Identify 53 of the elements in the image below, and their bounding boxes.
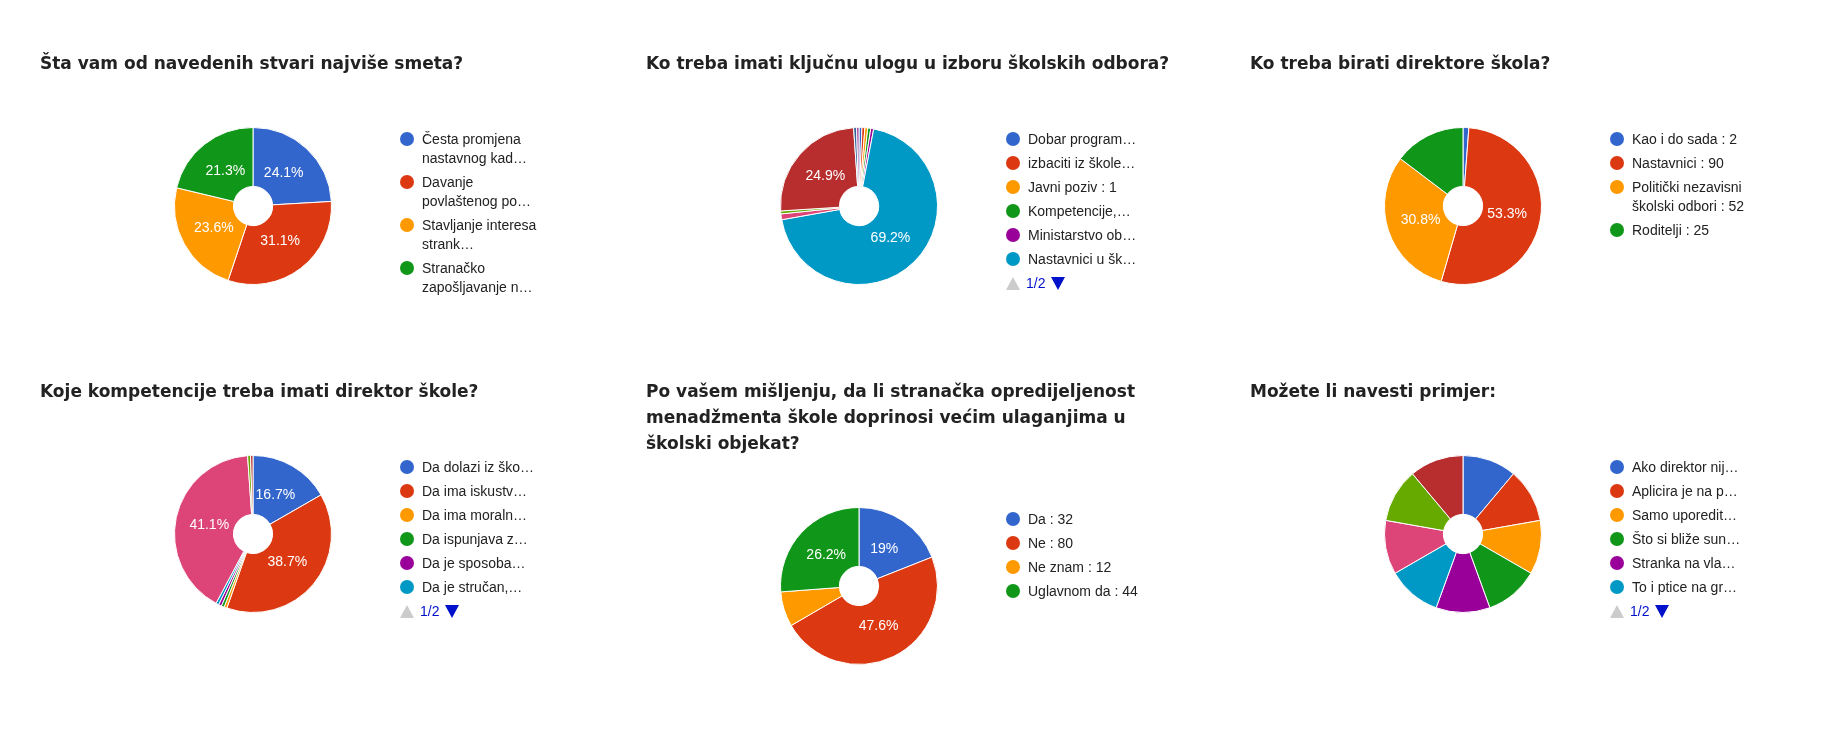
legend-label: Da ispunjava z… [422, 530, 529, 549]
legend-label: Davanje povlaštenog po… [422, 173, 532, 211]
legend-label: Da : 32 [1028, 510, 1075, 529]
data-label: 23.6% [194, 218, 234, 235]
chart-title: Koje kompetencije treba imati direktor škole? [40, 380, 480, 403]
chart-title: Ko treba birati direktore škola? [1250, 52, 1552, 75]
legend-label: Da ima moraln… [422, 506, 529, 525]
legend-label: Stranačko zapošljavanje n… [422, 259, 534, 297]
chart-title: Šta vam od navedenih stvari najviše smeta? [40, 51, 465, 75]
legend-label: Što si bliže sun… [1632, 530, 1742, 549]
legend-label: Politički nezavisni školski odbori : 52 [1632, 178, 1746, 216]
legend-label: Nastavnici : 90 [1632, 154, 1725, 173]
data-label: 24.9% [805, 167, 846, 184]
data-label: 24.1% [263, 164, 304, 181]
legend-label: Stavljanje interesa strank… [422, 216, 538, 254]
data-label: 21.3% [205, 161, 246, 178]
chart-title: Po vašem mišljenju, da li stranačka opredijeljenost menadžmenta škole doprinosi većim ulaganjima u školski objekat? [646, 380, 1137, 455]
legend-label: izbaciti iz škole… [1028, 154, 1137, 173]
data-label: 38.7% [267, 553, 308, 570]
legend-label: Da je stručan,… [422, 578, 524, 597]
legend-label: Roditelji : 25 [1632, 221, 1711, 240]
legend-label: Aplicira je na p… [1632, 482, 1739, 501]
legend-label: Da je sposoba… [422, 554, 527, 573]
legend-label: Ne : 80 [1028, 534, 1075, 553]
data-label: 47.6% [858, 617, 899, 634]
legend-label: Uglavnom da : 44 [1028, 582, 1139, 601]
legend-label: To i ptice na gr… [1632, 578, 1739, 597]
legend-label: Kao i do sada : 2 [1632, 130, 1739, 149]
text: 1/2 [1026, 275, 1046, 291]
data-label: 41.1% [189, 515, 230, 532]
legend-label: Ministarstvo ob… [1028, 226, 1138, 245]
data-label: 69.2% [870, 228, 911, 245]
data-label: 16.7% [255, 486, 296, 503]
text: 1/2 [420, 603, 440, 619]
legend-label: Česta promjena nastavnog kad… [422, 130, 529, 168]
legend-label: Da ima iskustv… [422, 482, 529, 501]
text: 1/2 [1630, 603, 1650, 619]
data-label: 26.2% [806, 546, 847, 563]
legend-label: Kompetencije,… [1028, 202, 1132, 221]
legend-label: Samo uporedit… [1632, 506, 1739, 525]
data-label: 19% [870, 539, 899, 556]
data-label: 30.8% [1400, 210, 1441, 227]
legend-label: Da dolazi iz ško… [422, 458, 536, 477]
legend-label: Javni poziv : 1 [1028, 178, 1118, 197]
data-label: 53.3% [1487, 204, 1527, 221]
legend-label: Stranka na vla… [1632, 554, 1737, 573]
chart-title: Ko treba imati ključnu ulogu u izboru školskih odbora? [646, 52, 1171, 75]
chart-title: Možete li navesti primjer: [1250, 380, 1497, 403]
data-label: 31.1% [260, 232, 301, 249]
legend-label: Ako direktor nij… [1632, 458, 1740, 477]
legend-label: Ne znam : 12 [1028, 558, 1113, 577]
legend-label: Dobar program… [1028, 130, 1138, 149]
legend-label: Nastavnici u šk… [1028, 250, 1138, 269]
